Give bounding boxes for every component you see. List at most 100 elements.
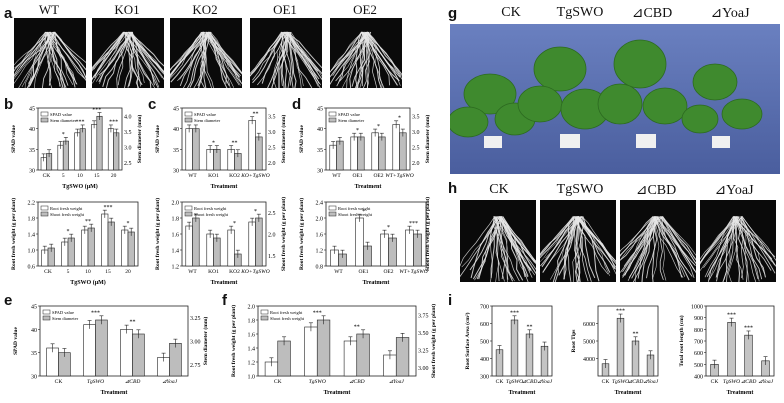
y2-tick-label: 3.25 (190, 316, 201, 322)
x-tick-label: 20 (111, 173, 117, 179)
bar (616, 317, 625, 377)
root-image-ko2 (170, 18, 242, 88)
y-tick-label: 1.0 (28, 249, 36, 255)
chart-svg: 300 400 500 600 700 Root Surface Area (cm²) CK… (464, 305, 553, 397)
x-tick-label: WT (334, 269, 343, 275)
x-tick-label: CK (43, 173, 51, 179)
y-axis-label: Root Tips (571, 330, 577, 353)
plot-frame (325, 107, 411, 171)
x-tick-label: WT (188, 173, 197, 179)
y-tick-label: 1.4 (248, 347, 256, 353)
x-tick-label: 20 (125, 269, 131, 275)
bar (185, 225, 193, 267)
legend-entry: Root fresh weight (50, 206, 83, 211)
y-tick-label: 2.0 (248, 305, 256, 311)
y-tick-label: 30 (29, 169, 35, 175)
significance-label: * (62, 132, 65, 138)
significance-label: *** (744, 326, 753, 332)
bar (744, 334, 753, 377)
panel-label-c: c (148, 96, 157, 113)
bar (67, 237, 75, 267)
x-tick-label: CK (274, 379, 282, 385)
y-axis-label: Root fresh weight (g per plant) (230, 305, 237, 377)
significance-label: ** (354, 324, 360, 330)
legend-entry: Shoot fresh weight (50, 212, 85, 217)
y-tick-label: 300 (480, 375, 489, 381)
y2-tick-label: 3.0 (412, 130, 420, 136)
significance-label: ** (527, 324, 533, 330)
y-tick-label: 1.6 (248, 333, 256, 339)
bar (107, 221, 115, 267)
x-axis-label: Treatment (727, 390, 754, 396)
significance-label: ** (85, 219, 91, 225)
legend-entry: SPAD value (50, 112, 72, 117)
bar (316, 319, 331, 377)
y-tick-label: 40 (31, 328, 37, 334)
x-tick-label: CK (602, 379, 610, 385)
bar (395, 337, 410, 377)
h-header-ck: CK (489, 182, 509, 197)
y2-axis-label: Stem diameter (mm) (202, 317, 209, 366)
h-root-image-ck (460, 200, 536, 282)
significance-label: ** (253, 111, 259, 117)
y2-tick-label: 3.25 (418, 348, 429, 354)
bar (185, 128, 193, 171)
g-header-yoaj: ⊿YoaJ (710, 6, 750, 21)
y-tick-label: 45 (29, 107, 35, 113)
y-tick-label: 700 (694, 340, 703, 346)
y-tick-label: 600 (694, 351, 703, 357)
root-image-oe1 (250, 18, 322, 88)
significance-label: * (212, 140, 215, 146)
y-tick-label: 600 (480, 322, 489, 328)
chart-d-top: 30 35 40 45 2.0 2.5 3.0 3.5 SPAD value Stem diame… (296, 102, 432, 192)
bar (357, 136, 365, 171)
x-tick-label: OE1 (358, 269, 368, 275)
panel-label-b: b (4, 96, 14, 113)
plot-frame (257, 305, 417, 377)
chart-svg: 0.8 1.2 1.6 2.0 2.4 Root fresh weight (g per … (298, 197, 431, 286)
root-image-ko1 (92, 18, 164, 88)
significance-label: * (398, 116, 401, 122)
bar (46, 347, 59, 377)
y-tick-label: 900 (694, 316, 703, 322)
y-axis-label: SPAD value (299, 125, 305, 153)
y-tick-label: 1000 (691, 305, 703, 311)
bar (79, 128, 86, 171)
x-tick-label: CK (496, 379, 504, 385)
y2-tick-label: 2.5 (124, 161, 132, 167)
bar (380, 233, 389, 267)
x-tick-label: 10 (77, 173, 83, 179)
bar (206, 233, 214, 267)
y-tick-label: 6000 (583, 322, 595, 328)
y2-tick-label: 3.5 (268, 114, 276, 120)
x-tick-label: WT+TgSWO (385, 173, 413, 179)
plot-frame (39, 305, 189, 377)
significance-label: *** (313, 310, 322, 316)
a-header-oe2: OE2 (353, 2, 377, 17)
y-tick-label: 30 (31, 375, 37, 381)
a-header-oe1: OE1 (273, 2, 297, 17)
y-tick-label: 700 (480, 305, 489, 311)
y-tick-label: 35 (29, 148, 35, 154)
x-tick-label: ⊿YoaJ (389, 379, 405, 385)
bar (227, 229, 235, 267)
bar (355, 217, 364, 267)
x-tick-label: CK (44, 269, 52, 275)
x-axis-label: Treatment (363, 280, 390, 286)
y2-tick-label: 3.00 (190, 340, 201, 346)
y-tick-label: 1.2 (248, 361, 256, 367)
bar (413, 233, 422, 267)
y-tick-label: 1.0 (248, 375, 256, 381)
y-axis-label: Root fresh weight (g per plant) (10, 198, 17, 270)
chart-c-top: 30 35 40 45 2.0 2.5 3.0 3.5 SPAD value Stem diame… (152, 102, 288, 192)
x-tick-label: ⊿YoaJ (537, 379, 553, 385)
significance-label: *** (616, 309, 625, 315)
y-tick-label: 400 (694, 375, 703, 381)
y-tick-label: 2.2 (28, 201, 36, 207)
panel-label-e: e (4, 292, 13, 309)
y2-tick-label: 3.75 (418, 313, 429, 319)
legend-entry: SPAD value (194, 112, 216, 117)
y-tick-label: 40 (173, 127, 179, 133)
legend-entry: Shoot fresh weight (270, 316, 305, 321)
